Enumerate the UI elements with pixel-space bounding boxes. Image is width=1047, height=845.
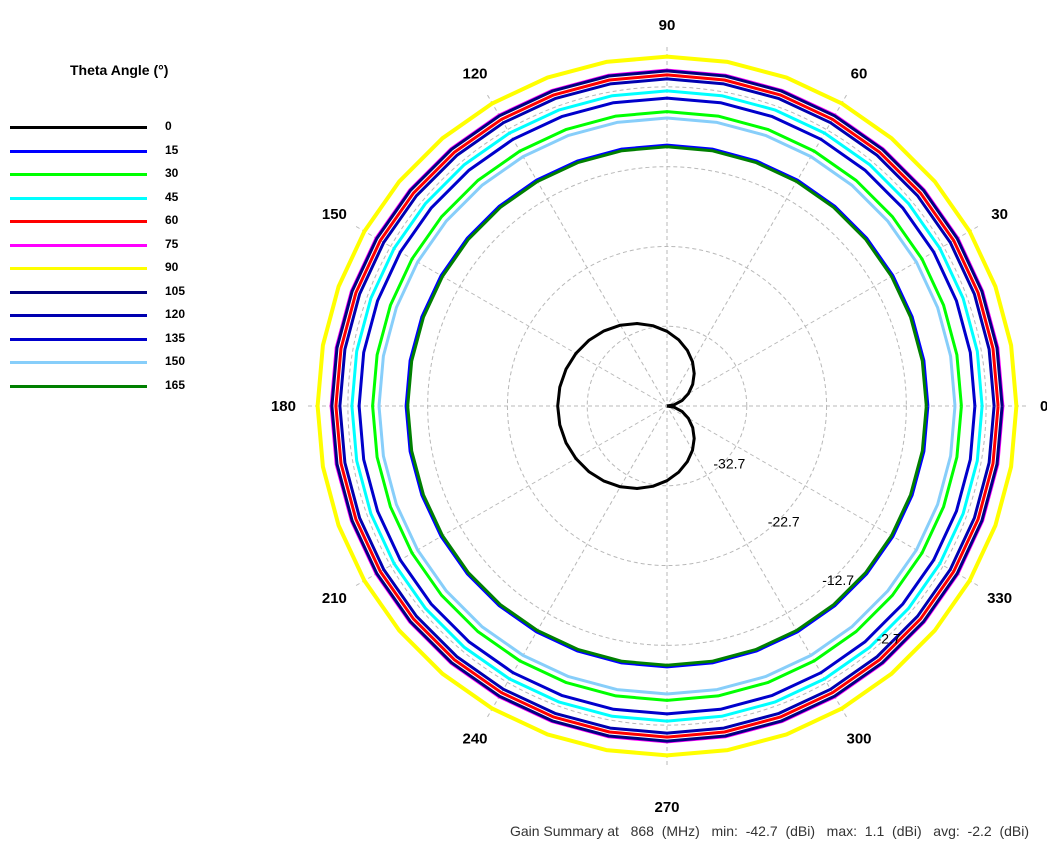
legend-label: 105 xyxy=(165,283,186,298)
legend-label: 15 xyxy=(165,142,179,157)
summary-min-value: -42.7 xyxy=(745,823,778,839)
summary-avg-value: -2.2 xyxy=(967,823,992,839)
radial-tick-label: -22.7 xyxy=(768,514,800,530)
legend-swatch xyxy=(10,173,147,176)
angle-tick-label: 210 xyxy=(322,590,347,607)
legend-swatch xyxy=(10,290,147,294)
angle-tick-label: 120 xyxy=(462,65,487,82)
series-line-0 xyxy=(556,322,696,490)
series-line-90 xyxy=(315,54,1019,758)
angle-tick-label: 180 xyxy=(271,398,296,415)
radial-tick-label: -32.7 xyxy=(713,455,745,471)
radial-tick-label: -2.7 xyxy=(877,630,901,646)
legend-label: 30 xyxy=(165,166,179,180)
legend-swatch xyxy=(10,243,147,247)
legend-title: Theta Angle (°) xyxy=(70,62,169,78)
angle-tick-label: 90 xyxy=(659,17,676,34)
series-group xyxy=(315,54,1019,758)
series-line-165 xyxy=(406,145,928,667)
legend-item: 165 xyxy=(10,377,210,401)
legend-item: 15 xyxy=(10,142,210,166)
legend-label: 165 xyxy=(165,377,186,392)
series-line-45 xyxy=(350,89,984,723)
summary-avg-unit: (dBi) xyxy=(999,823,1029,839)
legend-swatch xyxy=(10,220,147,223)
label-group: 0 30 60 90 120 150 180 210 240 270 300 330 -32.7 -22.… xyxy=(271,17,1047,815)
legend-item: 30 xyxy=(10,165,210,189)
legend-item: 120 xyxy=(10,306,210,330)
legend-swatch xyxy=(10,267,147,270)
summary-prefix: Gain Summary at xyxy=(509,823,619,839)
series-line-60 xyxy=(334,73,1000,739)
series-line-135 xyxy=(357,96,977,716)
summary-freq-unit: (MHz) xyxy=(661,823,700,839)
legend-label: 60 xyxy=(165,213,179,227)
angle-tick-label: 150 xyxy=(322,206,347,223)
legend-item: 105 xyxy=(10,283,210,307)
legend-swatch xyxy=(10,384,147,388)
summary-freq: 868 xyxy=(630,823,654,839)
summary-max-label: max: xyxy=(826,823,858,839)
legend-label: 0 xyxy=(165,119,172,133)
summary-avg-label: avg: xyxy=(933,823,960,839)
legend-swatch xyxy=(10,361,147,364)
legend-swatch xyxy=(10,337,147,341)
legend-swatch xyxy=(10,196,147,200)
legend-item: 0 xyxy=(10,118,210,142)
grid-ring xyxy=(586,325,748,487)
summary-max-unit: (dBi) xyxy=(892,823,922,839)
angle-tick-label: 270 xyxy=(654,799,679,815)
grid-ring xyxy=(347,86,987,726)
legend-label: 75 xyxy=(165,236,179,251)
legend-item: 45 xyxy=(10,189,210,213)
legend-item: 135 xyxy=(10,330,210,354)
gain-summary: Gain Summary at 868 (MHz) min: -42.7 (dB… xyxy=(510,823,1029,839)
polar-chart: 0 30 60 90 120 150 180 210 240 270 300 330 -32.7 -22.… xyxy=(271,17,1047,815)
angle-tick-label: 0 xyxy=(1040,398,1047,415)
legend-item: 60 xyxy=(10,212,210,236)
legend-item: 150 xyxy=(10,353,210,377)
legend-item: 90 xyxy=(10,259,210,283)
legend-swatch xyxy=(10,314,147,317)
legend-swatch xyxy=(10,149,147,153)
legend-label: 120 xyxy=(165,307,186,321)
series-line-15 xyxy=(404,143,930,669)
angle-tick-label: 300 xyxy=(846,731,871,748)
radial-tick-label: -12.7 xyxy=(822,572,854,588)
summary-min-label: min: xyxy=(711,823,738,839)
legend: 0 15 30 45 60 75 90 105 120 135 150 165 xyxy=(10,118,210,400)
summary-max-value: 1.1 xyxy=(864,823,885,839)
summary-min-unit: (dBi) xyxy=(785,823,815,839)
legend-label: 45 xyxy=(165,189,179,204)
series-line-105 xyxy=(330,69,1004,743)
series-line-120 xyxy=(338,77,996,735)
series-line-150 xyxy=(377,116,957,696)
angle-tick-label: 60 xyxy=(851,65,868,82)
legend-label: 135 xyxy=(165,330,186,345)
legend-item: 75 xyxy=(10,236,210,260)
angle-tick-label: 240 xyxy=(462,731,487,748)
angle-tick-label: 30 xyxy=(991,206,1008,223)
legend-label: 150 xyxy=(165,354,186,368)
angle-tick-label: 330 xyxy=(987,590,1012,607)
series-line-30 xyxy=(371,110,963,702)
legend-label: 90 xyxy=(165,260,179,274)
legend-swatch xyxy=(10,126,147,129)
